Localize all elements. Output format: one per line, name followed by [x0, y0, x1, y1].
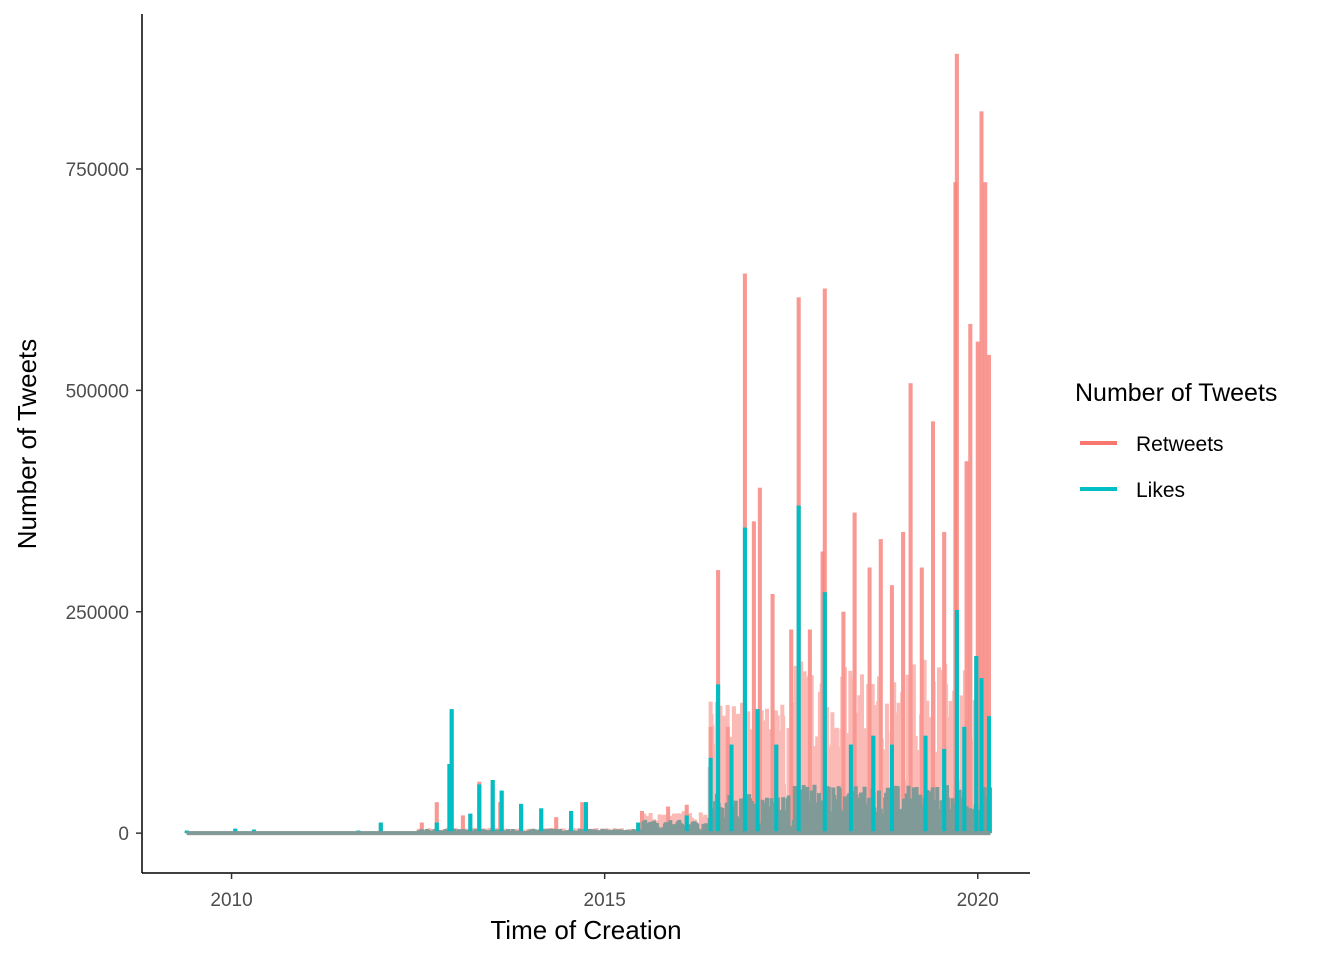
legend-title: Number of Tweets [1075, 379, 1277, 407]
y-axis-title: Number of Tweets [12, 339, 42, 550]
x-axis-title: Time of Creation [490, 915, 681, 945]
y-tick-label: 250000 [66, 603, 129, 624]
retweets-series [184, 53, 992, 836]
y-axis-ticks: 0 250000 500000 750000 [66, 160, 142, 845]
legend-label-likes: Likes [1136, 479, 1185, 502]
y-tick-label: 0 [118, 824, 129, 845]
y-tick-label: 750000 [66, 160, 129, 181]
legend: Number of Tweets Retweets Likes [1075, 379, 1277, 502]
legend-label-retweets: Retweets [1136, 433, 1224, 456]
x-tick-label: 2010 [210, 890, 252, 911]
likes-series [184, 505, 992, 836]
x-tick-label: 2015 [584, 890, 626, 911]
x-tick-label: 2020 [957, 890, 999, 911]
y-tick-label: 500000 [66, 381, 129, 402]
x-axis-ticks: 2010 2015 2020 [210, 873, 999, 911]
